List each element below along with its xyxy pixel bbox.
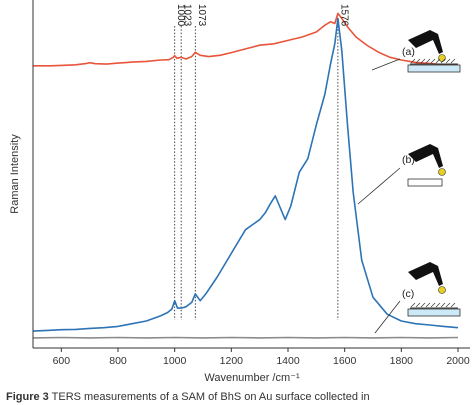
x-ticks: 600 800 1000 1200 1400 1600 1800 2000	[53, 348, 470, 367]
peak-label-1023: 1023	[182, 4, 193, 27]
caption-label: Figure 3	[6, 391, 49, 403]
curve-label-b-pointer	[357, 167, 401, 205]
axes	[32, 0, 470, 349]
curve-label-a-pointer	[371, 58, 401, 71]
tip-retracted-icon	[407, 262, 461, 317]
x-tick-label-1400: 1400	[276, 355, 300, 367]
series-lines	[32, 12, 459, 339]
y-axis-title: Raman Intensity	[9, 134, 21, 214]
x-tick-label-1600: 1600	[333, 355, 357, 367]
peak-label-1576: 1576	[338, 4, 349, 27]
x-tick-label-800: 800	[109, 355, 127, 367]
x-tick-label-1000: 1000	[163, 355, 187, 367]
series-line-b	[32, 17, 459, 332]
tip-on-bare-substrate-icon	[407, 144, 446, 187]
x-tick-label-1200: 1200	[220, 355, 244, 367]
x-axis-title: Wavenumber /cm⁻¹	[204, 372, 300, 384]
x-tick-label-2000: 2000	[446, 355, 470, 367]
curve-label-c-text: (c)	[402, 288, 414, 300]
tip-on-sam-icon	[407, 30, 461, 73]
peak-label-1000: 1000	[175, 4, 186, 27]
x-tick-label-600: 600	[53, 355, 71, 367]
peak-marker-lines	[174, 26, 339, 320]
curve-label-c-pointer	[374, 300, 401, 334]
curve-label-c: (c)	[374, 288, 414, 334]
curve-label-a-text: (a)	[402, 46, 415, 58]
curve-label-a: (a)	[371, 46, 415, 71]
figure-caption: Figure 3 TERS measurements of a SAM of B…	[6, 391, 370, 403]
curve-label-b: (b)	[357, 154, 415, 205]
caption-text: TERS measurements of a SAM of BhS on Au …	[48, 391, 370, 403]
series-line-a	[33, 12, 459, 67]
peak-label-1073: 1073	[196, 4, 207, 27]
x-tick-label-1800: 1800	[390, 355, 414, 367]
